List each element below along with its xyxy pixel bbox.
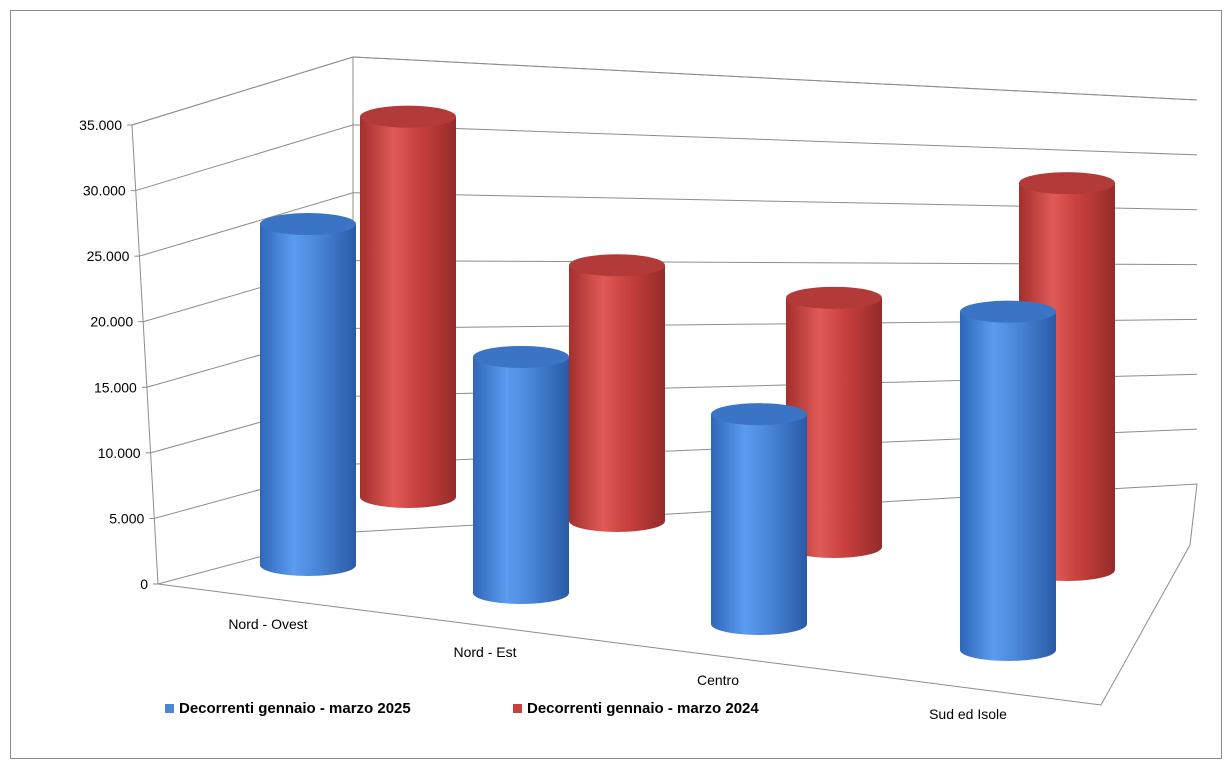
bar-top: [1019, 172, 1115, 195]
y-tick-label: 35.000: [79, 117, 122, 133]
bar-2025-2: [711, 403, 807, 635]
bar-top: [260, 213, 356, 236]
y-tick-label: 15.000: [94, 379, 137, 395]
gridline-left: [135, 124, 354, 192]
category-label: Nord - Ovest: [228, 616, 307, 632]
bar-top: [786, 286, 882, 309]
gridline-back: [352, 124, 1198, 156]
bar-2024-0: [360, 105, 456, 508]
legend-swatch: [513, 704, 522, 713]
category-labels: Nord - Ovest Nord - Est Centro Sud ed Isole: [228, 616, 1007, 722]
bar-top: [473, 345, 569, 368]
legend-label: Decorrenti gennaio - marzo 2025: [179, 700, 411, 717]
bar-body: [260, 224, 356, 576]
chart-bars: [260, 105, 1115, 661]
y-tick-label: 20.000: [90, 314, 133, 330]
bar-body: [786, 297, 882, 558]
y-tick-label: 10.000: [98, 445, 141, 461]
bar-body: [711, 414, 807, 635]
bar-2024-1: [569, 254, 665, 532]
gridline-left: [131, 56, 354, 126]
bar-2025-1: [473, 345, 569, 604]
y-tick-label: 0: [140, 576, 148, 592]
y-tick-label: 25.000: [87, 248, 130, 264]
category-label: Centro: [697, 672, 739, 688]
bar-top: [711, 403, 807, 426]
gridline-back: [352, 56, 1198, 101]
legend-swatch: [165, 704, 174, 713]
bar-body: [473, 356, 569, 604]
y-tick-label: 30.000: [83, 183, 126, 199]
gridline-left: [139, 192, 354, 257]
bar-body: [960, 311, 1056, 661]
bar-body: [569, 265, 665, 532]
legend-label: Decorrenti gennaio - marzo 2024: [527, 700, 759, 717]
bar-2025-3: [960, 300, 1056, 661]
category-label: Sud ed Isole: [929, 706, 1007, 722]
bar-2025-0: [260, 213, 356, 576]
y-axis-ticks: 0 5.000 10.000 15.000 20.000 25.000 30.000 35.0…: [79, 117, 158, 592]
y-tick-label: 5.000: [109, 510, 144, 526]
bar-top: [960, 300, 1056, 323]
bar-body: [360, 116, 456, 508]
bar-top: [360, 105, 456, 128]
legend: Decorrenti gennaio - marzo 2025 Decorrent…: [165, 700, 759, 717]
bar-top: [569, 254, 665, 277]
category-label: Nord - Est: [453, 644, 516, 660]
bar-2024-2: [786, 286, 882, 558]
